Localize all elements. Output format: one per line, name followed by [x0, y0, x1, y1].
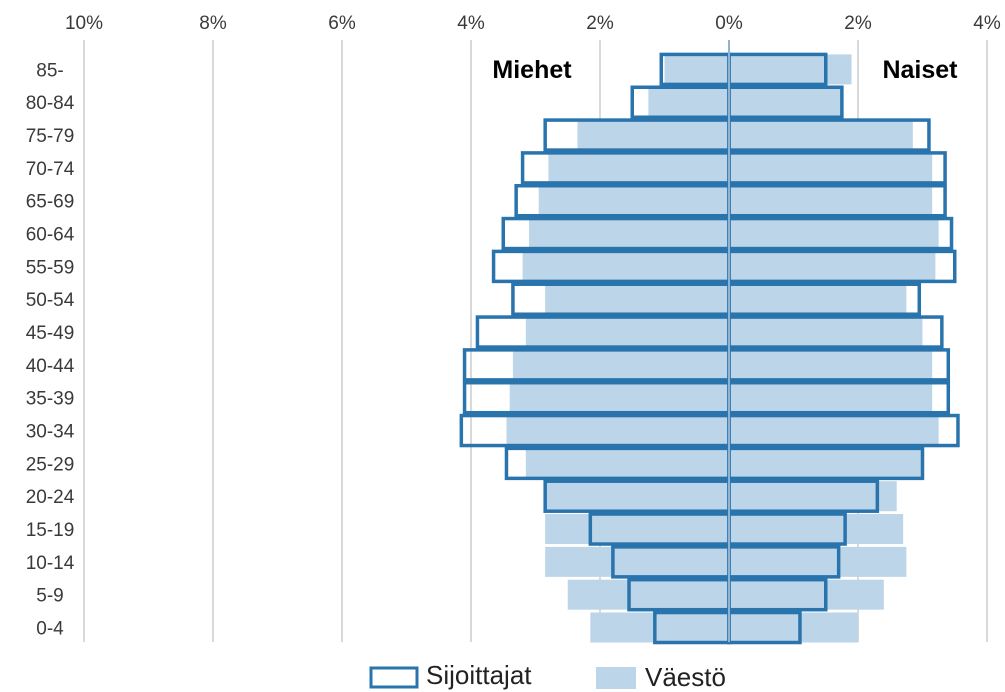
bar-v-est--women: [729, 612, 858, 643]
y-tick-label: 80-84: [26, 93, 75, 114]
legend-swatch-sijoittajat: [369, 666, 419, 689]
legend-swatch-vaesto: [596, 667, 636, 689]
bar-v-est--men: [577, 120, 729, 151]
legend-label-sijoittajat: Sijoittajat: [426, 660, 532, 690]
bar-v-est--men: [567, 579, 729, 610]
bar-v-est--women: [729, 415, 939, 446]
bar-v-est--men: [545, 284, 729, 315]
bar-v-est--women: [729, 579, 884, 610]
x-tick-label: 4%: [457, 13, 485, 34]
y-tick-label: 30-34: [26, 422, 75, 443]
y-tick-label: 75-79: [26, 126, 75, 147]
bar-v-est--women: [729, 514, 904, 545]
x-tick-label: 8%: [199, 13, 227, 34]
y-tick-label: 45-49: [26, 323, 75, 344]
y-tick-label: 20-24: [26, 487, 75, 508]
bar-v-est--women: [729, 54, 852, 85]
bar-v-est--women: [729, 120, 913, 151]
bar-v-est--men: [522, 251, 729, 282]
bar-v-est--men: [506, 415, 729, 446]
bar-v-est--men: [648, 87, 729, 118]
x-axis-tick-labels: 10% 8% 6% 4% 2% 0% 2% 4%: [65, 13, 1001, 34]
bar-v-est--men: [590, 612, 729, 643]
bar-v-est--women: [729, 546, 907, 577]
bar-v-est--women: [729, 251, 936, 282]
bar-v-est--women: [729, 448, 923, 479]
y-tick-label: 5-9: [36, 586, 63, 607]
y-tick-label: 10-14: [26, 553, 75, 574]
y-tick-label: 60-64: [26, 225, 75, 246]
bar-v-est--men: [525, 448, 729, 479]
x-tick-label: 2%: [844, 13, 872, 34]
bar-v-est--men: [538, 185, 729, 216]
y-tick-label: 85-: [36, 60, 63, 81]
y-tick-label: 25-29: [26, 454, 75, 475]
bar-v-est--men: [512, 349, 729, 380]
y-axis-tick-labels: 85- 80-84 75-79 70-74 65-69 60-64 55-59 50-54 45…: [26, 60, 75, 639]
x-tick-label: 0%: [715, 13, 743, 34]
bar-v-est--men: [545, 481, 729, 512]
y-tick-label: 55-59: [26, 257, 75, 278]
y-tick-label: 0-4: [36, 619, 64, 640]
bar-v-est--men: [545, 546, 729, 577]
bar-v-est--women: [729, 481, 897, 512]
population-bars: [506, 54, 939, 643]
bar-v-est--men: [664, 54, 729, 85]
women-label: Naiset: [882, 56, 958, 84]
y-tick-label: 70-74: [26, 159, 75, 180]
y-tick-label: 65-69: [26, 192, 75, 213]
men-label: Miehet: [492, 56, 572, 84]
x-tick-label: 4%: [973, 13, 1001, 34]
bar-v-est--women: [729, 349, 933, 380]
bar-v-est--women: [729, 317, 923, 348]
bar-v-est--women: [729, 284, 907, 315]
bar-v-est--men: [529, 218, 729, 249]
bar-v-est--women: [729, 218, 939, 249]
bar-v-est--men: [509, 382, 729, 413]
legend-label-vaesto: Väestö: [645, 662, 726, 692]
y-tick-label: 50-54: [26, 290, 75, 311]
y-tick-label: 15-19: [26, 520, 75, 541]
bar-v-est--women: [729, 382, 933, 413]
x-tick-label: 6%: [328, 13, 356, 34]
bar-v-est--men: [548, 152, 729, 183]
legend: Sijoittajat Väestö: [369, 660, 726, 692]
y-tick-label: 40-44: [26, 356, 75, 377]
bar-v-est--women: [729, 87, 842, 118]
x-tick-label: 2%: [586, 13, 614, 34]
x-tick-label: 10%: [65, 13, 103, 34]
bar-v-est--women: [729, 185, 933, 216]
bar-v-est--men: [545, 514, 729, 545]
y-tick-label: 35-39: [26, 389, 75, 410]
bar-v-est--women: [729, 152, 933, 183]
bar-v-est--men: [525, 317, 729, 348]
